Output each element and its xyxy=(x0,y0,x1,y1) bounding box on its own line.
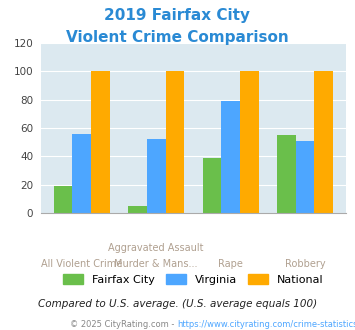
Text: Robbery: Robbery xyxy=(285,259,326,269)
Text: © 2025 CityRating.com -: © 2025 CityRating.com - xyxy=(71,320,178,329)
Bar xyxy=(147,139,165,213)
Bar xyxy=(203,158,222,213)
Bar xyxy=(91,71,110,213)
Bar xyxy=(165,71,184,213)
Bar xyxy=(54,186,72,213)
Bar xyxy=(128,206,147,213)
Text: All Violent Crime: All Violent Crime xyxy=(41,259,122,269)
Bar xyxy=(296,141,315,213)
Text: 2019 Fairfax City: 2019 Fairfax City xyxy=(104,8,251,23)
Bar xyxy=(240,71,259,213)
Text: Murder & Mans...: Murder & Mans... xyxy=(115,259,198,269)
Text: Aggravated Assault: Aggravated Assault xyxy=(109,244,204,253)
Text: Violent Crime Comparison: Violent Crime Comparison xyxy=(66,30,289,45)
Text: Compared to U.S. average. (U.S. average equals 100): Compared to U.S. average. (U.S. average … xyxy=(38,299,317,309)
Text: https://www.cityrating.com/crime-statistics/: https://www.cityrating.com/crime-statist… xyxy=(178,320,355,329)
Legend: Fairfax City, Virginia, National: Fairfax City, Virginia, National xyxy=(59,269,328,289)
Bar xyxy=(72,134,91,213)
Bar xyxy=(277,135,296,213)
Bar xyxy=(315,71,333,213)
Bar xyxy=(222,101,240,213)
Text: Rape: Rape xyxy=(218,259,243,269)
